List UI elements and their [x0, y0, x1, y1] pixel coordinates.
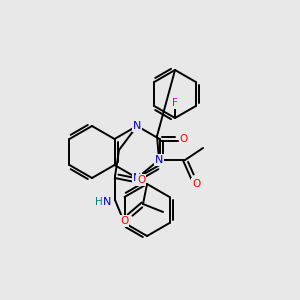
Text: O: O [120, 216, 128, 226]
Text: O: O [137, 175, 145, 185]
Text: N: N [133, 173, 141, 183]
Text: H: H [95, 197, 103, 207]
Text: O: O [179, 134, 188, 144]
Text: O: O [192, 179, 200, 189]
Text: N: N [133, 121, 141, 131]
Text: F: F [172, 98, 178, 108]
Text: N: N [155, 155, 163, 165]
Text: N: N [103, 197, 111, 207]
